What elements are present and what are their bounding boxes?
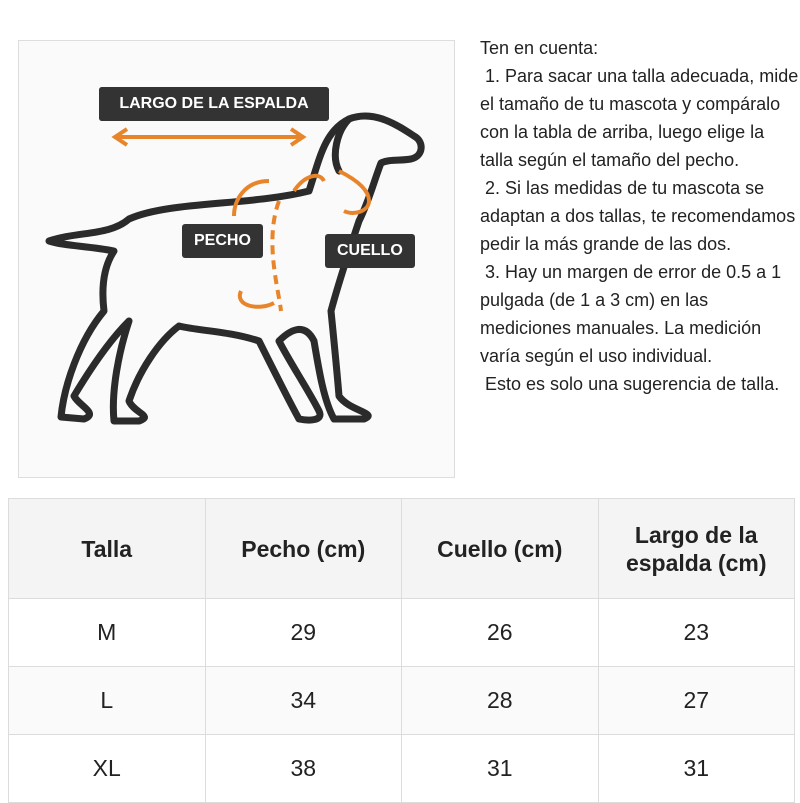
neck-label: CUELLO xyxy=(325,234,415,268)
cell-back-length: 23 xyxy=(597,598,795,667)
cell-size: XL xyxy=(8,734,206,803)
cell-size: M xyxy=(8,598,206,667)
cell-size: L xyxy=(8,666,206,735)
cell-chest: 29 xyxy=(204,598,402,667)
header-chest: Pecho (cm) xyxy=(204,498,402,599)
notes-heading: Ten en cuenta: xyxy=(480,38,599,58)
header-size: Talla xyxy=(8,498,206,599)
table-row: L 34 28 27 xyxy=(8,666,795,735)
cell-neck: 26 xyxy=(401,598,599,667)
table-row: M 29 26 23 xyxy=(8,598,795,667)
note-item: 3. Hay un margen de error de 0.5 a 1 pul… xyxy=(480,262,787,366)
table-row: XL 38 31 31 xyxy=(8,734,795,803)
table-header-row: Talla Pecho (cm) Cuello (cm) Largo de la… xyxy=(8,498,795,599)
cell-chest: 34 xyxy=(204,666,402,735)
back-length-label: LARGO DE LA ESPALDA xyxy=(99,87,329,121)
cell-back-length: 31 xyxy=(597,734,795,803)
header-neck: Cuello (cm) xyxy=(401,498,599,599)
note-item: Esto es solo una sugerencia de talla. xyxy=(480,374,780,394)
cell-chest: 38 xyxy=(204,734,402,803)
notes-section: Ten en cuenta: 1. Para sacar una talla a… xyxy=(480,34,800,398)
cell-back-length: 27 xyxy=(597,666,795,735)
note-item: 1. Para sacar una talla adecuada, mide e… xyxy=(480,66,799,170)
cell-neck: 28 xyxy=(401,666,599,735)
header-back-length: Largo de la espalda (cm) xyxy=(597,498,795,599)
measurement-diagram: LARGO DE LA ESPALDA PECHO CUELLO xyxy=(18,40,455,478)
chest-label: PECHO xyxy=(182,224,263,258)
note-item: 2. Si las medidas de tu mascota se adapt… xyxy=(480,178,800,254)
cell-neck: 31 xyxy=(401,734,599,803)
size-table: Talla Pecho (cm) Cuello (cm) Largo de la… xyxy=(8,498,795,803)
